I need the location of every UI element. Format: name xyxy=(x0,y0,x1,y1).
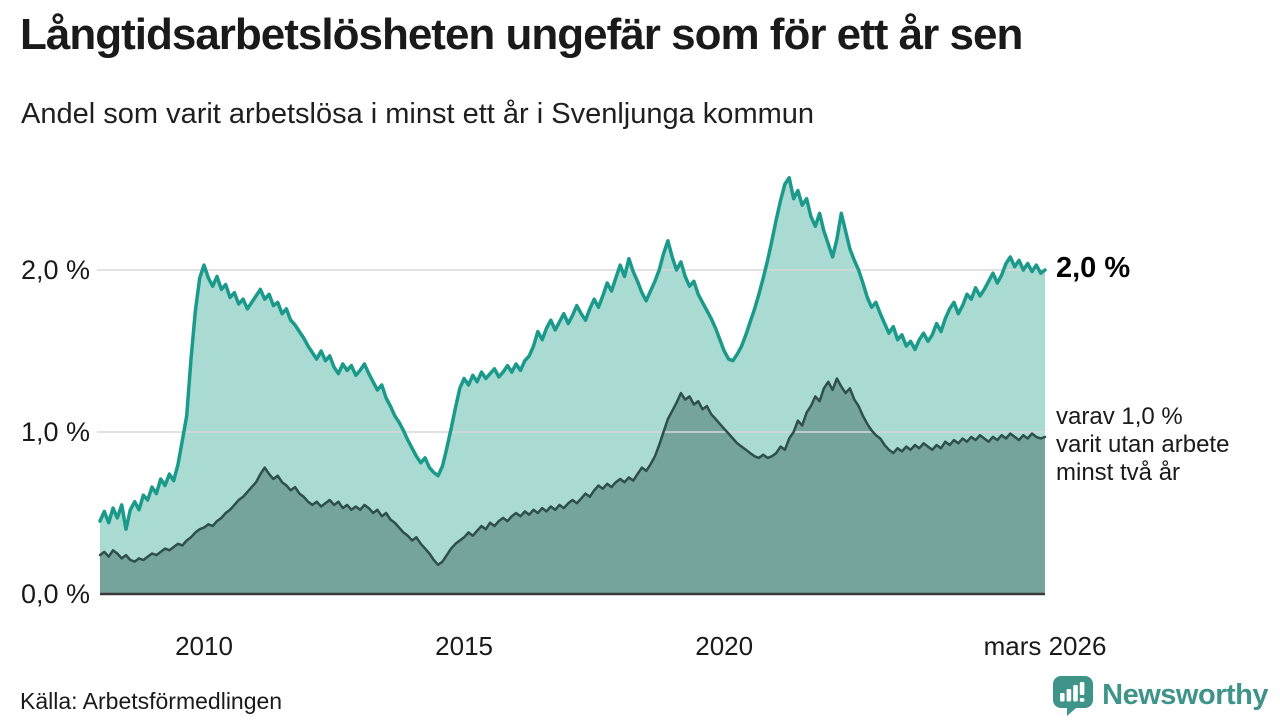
line-series-2 xyxy=(98,377,1047,567)
end-value-label: 2,0 % xyxy=(1056,252,1131,284)
y-tick-label: 1,0 % xyxy=(20,417,90,447)
page-title: Långtidsarbetslösheten ungefär som för e… xyxy=(20,10,1023,59)
x-tick-label: 2010 xyxy=(175,631,233,661)
newsworthy-bubble-icon xyxy=(1053,676,1094,716)
source-note: Källa: Arbetsförmedlingen xyxy=(20,688,283,714)
line-series-1 xyxy=(98,175,1047,531)
x-tick-label: 2020 xyxy=(695,631,754,661)
secondary-annotation-line: varav 1,0 % xyxy=(1056,403,1183,430)
y-tick-label: 2,0 % xyxy=(20,255,90,285)
secondary-annotation: varav 1,0 % varit utan arbete minst två … xyxy=(1056,403,1229,487)
newsworthy-wordmark: Newsworthy xyxy=(1102,679,1268,711)
page-subtitle: Andel som varit arbetslösa i minst ett å… xyxy=(21,98,815,130)
secondary-annotation-line: minst två år xyxy=(1056,459,1181,486)
x-tick-label: 2015 xyxy=(435,631,494,661)
y-tick-label: 0,0 % xyxy=(20,579,90,609)
secondary-annotation-line: varit utan arbete xyxy=(1056,431,1230,458)
x-tick-label: mars 2026 xyxy=(983,631,1107,661)
newsworthy-logo: Newsworthy xyxy=(1052,675,1268,716)
